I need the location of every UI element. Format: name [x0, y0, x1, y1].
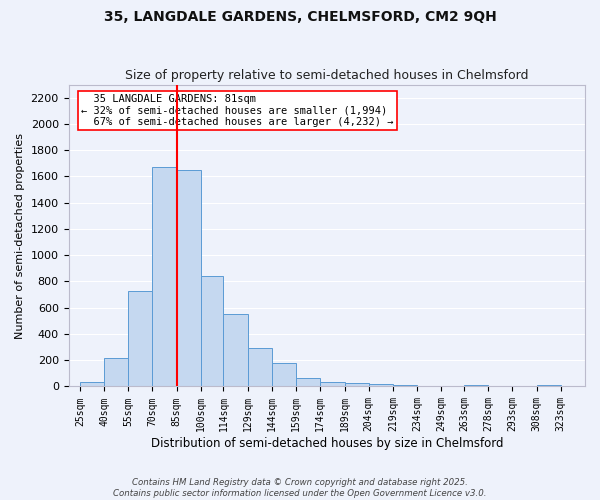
- Bar: [223, 314, 248, 386]
- Bar: [393, 384, 417, 386]
- Text: Contains HM Land Registry data © Crown copyright and database right 2025.
Contai: Contains HM Land Registry data © Crown c…: [113, 478, 487, 498]
- Text: 35 LANGDALE GARDENS: 81sqm  
← 32% of semi-detached houses are smaller (1,994)
 : 35 LANGDALE GARDENS: 81sqm ← 32% of semi…: [82, 94, 394, 127]
- Bar: [248, 348, 272, 387]
- Title: Size of property relative to semi-detached houses in Chelmsford: Size of property relative to semi-detach…: [125, 69, 529, 82]
- Text: 35, LANGDALE GARDENS, CHELMSFORD, CM2 9QH: 35, LANGDALE GARDENS, CHELMSFORD, CM2 9Q…: [104, 10, 496, 24]
- Bar: [320, 382, 344, 386]
- Bar: [152, 168, 176, 386]
- Bar: [536, 385, 561, 386]
- Y-axis label: Number of semi-detached properties: Number of semi-detached properties: [15, 132, 25, 338]
- Bar: [344, 382, 369, 386]
- Bar: [128, 290, 152, 386]
- Bar: [80, 382, 104, 386]
- Bar: [104, 358, 128, 386]
- Bar: [464, 385, 488, 386]
- Bar: [272, 363, 296, 386]
- Bar: [176, 170, 201, 386]
- Bar: [201, 276, 223, 386]
- Bar: [369, 384, 393, 386]
- Bar: [296, 378, 320, 386]
- X-axis label: Distribution of semi-detached houses by size in Chelmsford: Distribution of semi-detached houses by …: [151, 437, 503, 450]
